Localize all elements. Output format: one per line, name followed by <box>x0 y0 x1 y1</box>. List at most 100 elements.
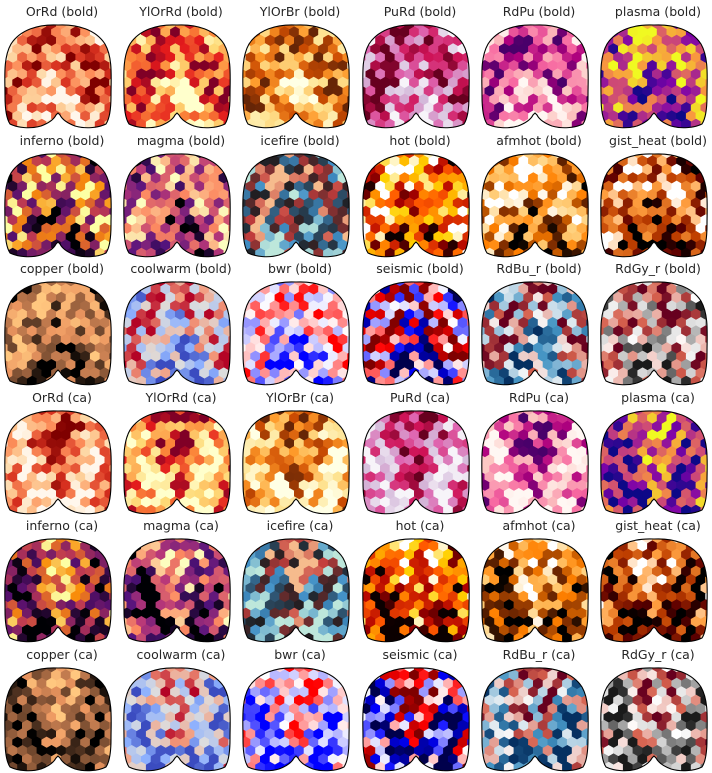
brain-region-patch <box>696 26 707 38</box>
brain-region-patch <box>100 540 111 552</box>
brain-region-patch <box>127 151 137 159</box>
brain-region-patch <box>691 22 701 30</box>
brain-region-patch <box>214 279 224 287</box>
brain-region-patch <box>696 412 707 424</box>
brain-region-patch <box>100 283 111 295</box>
brain-region-patch <box>691 279 701 287</box>
brain-region-patch <box>572 408 582 416</box>
panel-title: gist_heat (bold) <box>599 133 712 149</box>
brain-region-patch <box>347 412 351 424</box>
brain-region-patch <box>696 283 707 295</box>
brain-region-patch <box>366 408 376 416</box>
brain-region-patch <box>467 155 471 167</box>
brain-region-patch <box>122 164 127 176</box>
brain-map <box>599 151 709 259</box>
brain-region-patch <box>467 412 471 424</box>
panel-title: afmhot (bold) <box>480 133 598 149</box>
brain-map <box>241 408 351 516</box>
brain-region-patch <box>604 22 614 30</box>
brain-region-patch <box>338 155 349 167</box>
brain-region-patch <box>361 421 366 433</box>
brain-region-patch <box>586 283 590 295</box>
brain-region-patch <box>3 279 8 287</box>
panel-rdpu-ca: RdPu (ca) <box>480 386 598 513</box>
panel-ylorrd-bold: YlOrRd (bold) <box>122 0 240 127</box>
panel-afmhot-bold: afmhot (bold) <box>480 129 598 256</box>
brain-region-patch <box>375 279 385 287</box>
brain-map <box>241 151 351 259</box>
brain-region-patch <box>255 408 265 416</box>
brain-region-patch <box>224 22 233 30</box>
brain-region-patch <box>109 540 113 552</box>
brain-region-patch <box>453 22 463 30</box>
brain-region-patch <box>333 279 343 287</box>
panel-title: OrRd (bold) <box>3 4 121 20</box>
brain-region-patch <box>599 283 609 295</box>
panel-title: YlOrRd (bold) <box>122 4 240 20</box>
brain-map <box>480 408 590 516</box>
brain-region-patch <box>361 283 371 295</box>
brain-region-patch <box>586 412 590 424</box>
brain-region-patch <box>361 155 371 167</box>
brain-region-patch <box>241 35 246 47</box>
brain-region-patch <box>100 26 111 38</box>
brain-region-patch <box>246 151 256 159</box>
brain-region-patch <box>219 283 230 295</box>
brain-region-patch <box>361 412 371 424</box>
brain-region-patch <box>241 412 251 424</box>
brain-region-patch <box>361 292 366 304</box>
brain-region-patch <box>705 283 709 295</box>
brain-region-patch <box>255 279 265 287</box>
panel-title: hot (bold) <box>361 133 479 149</box>
brain-region-patch <box>599 408 604 416</box>
brain-map <box>361 151 471 259</box>
brain-region-patch <box>599 421 604 433</box>
brain-region-patch <box>338 412 349 424</box>
brain-region-patch <box>347 283 351 295</box>
brain-region-patch <box>480 26 490 38</box>
brain-map <box>122 408 232 516</box>
brain-region-patch <box>586 26 590 38</box>
brain-region-patch <box>122 412 132 424</box>
brain-region-patch <box>463 408 472 416</box>
brain-region-patch <box>241 283 251 295</box>
brain-region-patch <box>17 536 27 544</box>
brain-region-patch <box>122 408 127 416</box>
panel-title: YlOrBr (bold) <box>241 4 359 20</box>
brain-region-patch <box>214 408 224 416</box>
brain-region-patch <box>480 279 485 287</box>
brain-region-patch <box>599 155 609 167</box>
brain-region-patch <box>604 279 614 287</box>
panel-title: RdBu_r (bold) <box>480 261 598 277</box>
brain-region-patch <box>3 408 8 416</box>
brain-region-patch <box>494 279 504 287</box>
brain-region-patch <box>577 283 588 295</box>
brain-region-patch <box>480 35 485 47</box>
brain-region-patch <box>109 557 113 569</box>
panel-title: YlOrBr (ca) <box>241 390 359 406</box>
brain-map <box>3 279 113 387</box>
brain-region-patch <box>8 408 18 416</box>
panel-ylorrd-ca: YlOrRd (ca) <box>122 386 240 513</box>
brain-region-patch <box>485 279 495 287</box>
brain-region-patch <box>458 283 469 295</box>
brain-region-patch <box>572 279 582 287</box>
brain-map <box>599 279 709 387</box>
brain-region-patch <box>122 421 127 433</box>
brain-region-patch <box>485 408 495 416</box>
brain-region-patch <box>333 151 343 159</box>
brain-region-patch <box>577 26 588 38</box>
brain-region-patch <box>705 300 709 312</box>
brain-region-patch <box>577 412 588 424</box>
brain-region-patch <box>219 26 230 38</box>
panel-inferno-ca: inferno (ca) <box>3 514 121 641</box>
brain-map <box>361 22 471 130</box>
brain-region-patch <box>228 429 232 441</box>
brain-region-patch <box>122 22 127 30</box>
brain-region-patch <box>241 279 246 287</box>
brain-region-patch <box>347 43 351 55</box>
brain-region-patch <box>485 151 495 159</box>
panel-hot-bold: hot (bold) <box>361 129 479 256</box>
brain-region-patch <box>705 412 709 424</box>
brain-region-patch <box>453 408 463 416</box>
